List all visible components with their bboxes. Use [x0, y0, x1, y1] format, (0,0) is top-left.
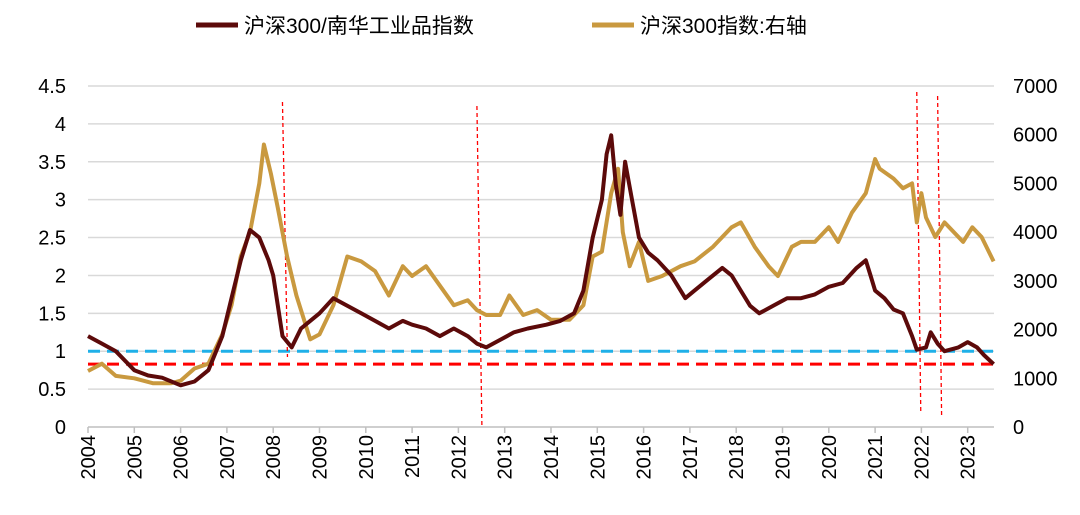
- x-tick-label: 2006: [171, 435, 193, 480]
- x-tick-label: 2021: [865, 435, 887, 480]
- reference-line-vertical: [916, 91, 922, 413]
- left-y-tick-label: 4.5: [38, 76, 66, 98]
- x-tick-label: 2023: [958, 435, 980, 480]
- x-tick-label: 2018: [726, 435, 748, 480]
- x-tick-label: 2014: [541, 435, 563, 480]
- x-tick-label: 2012: [448, 435, 470, 480]
- left-y-tick-label: 3.5: [38, 152, 66, 174]
- left-y-tick-label: 2.5: [38, 228, 66, 250]
- x-tick-label: 2017: [680, 435, 702, 480]
- right-y-tick-label: 1000: [1013, 368, 1058, 390]
- x-tick-label: 2011: [402, 435, 424, 478]
- right-y-tick-label: 4000: [1013, 222, 1058, 244]
- series-line: [87, 142, 996, 386]
- x-tick-label: 2022: [911, 435, 933, 480]
- x-tick-label: 2008: [263, 435, 285, 480]
- x-tick-label: 2007: [217, 435, 239, 480]
- reference-line-vertical: [281, 101, 289, 358]
- x-tick-label: 2009: [310, 435, 332, 480]
- x-tick-label: 2019: [773, 435, 795, 480]
- x-tick-label: 2005: [124, 435, 146, 480]
- left-y-tick-label: 4: [55, 114, 66, 136]
- x-tick-label: 2013: [495, 435, 517, 480]
- reference-line-vertical: [476, 105, 483, 428]
- right-y-tick-label: 6000: [1013, 125, 1058, 147]
- x-tick-label: 2004: [78, 435, 100, 480]
- right-y-tick-label: 7000: [1013, 76, 1058, 98]
- right-y-tick-label: 3000: [1013, 271, 1058, 293]
- legend-label: 沪深300/南华工业品指数: [244, 15, 474, 38]
- x-tick-label: 2020: [819, 435, 841, 480]
- left-y-tick-label: 1: [55, 341, 66, 363]
- reference-line-vertical: [936, 95, 943, 417]
- left-y-tick-label: 0.5: [38, 379, 66, 401]
- x-tick-label: 2016: [634, 435, 656, 480]
- left-y-tick-label: 2: [55, 265, 66, 287]
- series-line: [87, 133, 995, 388]
- right-y-tick-label: 2000: [1013, 320, 1058, 342]
- left-y-tick-label: 0: [55, 417, 66, 439]
- legend-label: 沪深300指数:右轴: [640, 15, 807, 38]
- x-tick-label: 2015: [587, 435, 609, 480]
- right-y-tick-label: 5000: [1013, 173, 1058, 195]
- left-y-tick-label: 3: [55, 190, 66, 212]
- x-tick-label: 2010: [356, 435, 378, 480]
- left-y-tick-label: 1.5: [38, 303, 66, 325]
- right-y-tick-label: 0: [1013, 417, 1024, 439]
